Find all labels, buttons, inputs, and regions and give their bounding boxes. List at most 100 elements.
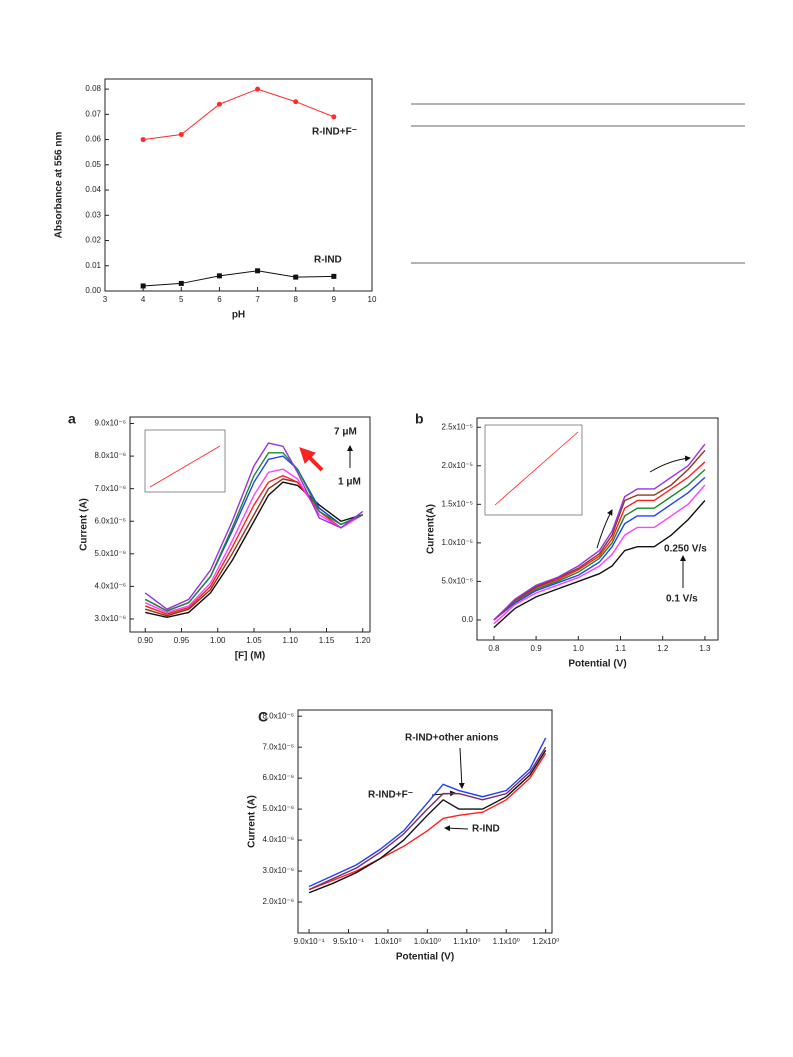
y-tick-label: 1.0x10⁻⁵ — [441, 538, 473, 547]
inset-fit — [149, 445, 221, 488]
chart: 3 4 5 6 7 8 9 10 0.00 0.01 0.02 0.03 0.04 0.05 0.06 0.0… — [54, 78, 377, 321]
series-line — [308, 737, 547, 888]
y-axis-label: Absorbance at 556 nm — [54, 132, 65, 239]
point — [255, 268, 261, 274]
series-line — [144, 442, 364, 611]
x-tick-label: 1.1x10⁰ — [453, 937, 480, 946]
series-line — [308, 749, 547, 894]
annotation: 0.1 V/s — [666, 594, 698, 605]
point — [178, 132, 184, 138]
y-tick-label: 0.08 — [85, 84, 101, 93]
plot-frame — [104, 78, 373, 292]
y-tick-label: 0.02 — [85, 236, 101, 245]
y-tick-label: 0.07 — [85, 109, 101, 118]
x-axis-label: Potential (V) — [396, 952, 454, 963]
x-tick-label: 1.2x10⁰ — [532, 937, 559, 946]
x-tick-label: 1.0x10⁰ — [374, 937, 401, 946]
y-tick-label: 0.00 — [85, 286, 101, 295]
x-tick-label: 9 — [332, 295, 337, 304]
x-tick-label: 10 — [368, 295, 377, 304]
point — [331, 273, 337, 279]
x-tick-label: 4 — [141, 295, 146, 304]
point — [216, 273, 222, 279]
x-tick-label: 0.8 — [488, 644, 500, 653]
series-line — [145, 481, 363, 619]
point — [216, 101, 222, 107]
y-tick-label: 2.0x10⁻⁶ — [262, 897, 294, 906]
x-tick-label: 8 — [293, 295, 298, 304]
series-line — [144, 468, 364, 614]
chart: 9.0x10⁻¹ 9.5x10⁻¹ 1.0x10⁰ 1.0x10⁰ 1.1x10⁰ 1.1… — [247, 709, 560, 963]
annotation: 1 μM — [338, 477, 361, 488]
y-tick-label: 0.03 — [85, 210, 101, 219]
series-label: R-IND — [314, 255, 342, 266]
y-tick-label: 4.0x10⁻⁶ — [262, 835, 294, 844]
series-line — [493, 500, 706, 629]
plot-frame — [297, 709, 553, 934]
inset-fit — [494, 431, 579, 506]
y-tick-label: 4.0x10⁻⁶ — [94, 582, 126, 591]
x-tick-label: 1.20 — [355, 636, 371, 645]
panel-label: b — [415, 411, 424, 427]
point — [255, 86, 261, 92]
empty-table — [411, 103, 745, 264]
chart: 0.90 0.95 1.00 1.05 1.10 1.15 1.20 3.0x10⁻⁶ 4.0x… — [68, 411, 371, 662]
x-tick-label: 1.15 — [319, 636, 335, 645]
point — [293, 99, 299, 105]
x-tick-label: 1.3 — [699, 644, 711, 653]
panel-label: a — [68, 411, 76, 427]
y-tick-label: 5.0x10⁻⁶ — [441, 577, 473, 586]
point — [178, 280, 184, 286]
annotation: R-IND+F⁻ — [368, 790, 413, 801]
inset-b — [484, 424, 583, 516]
x-tick-label: 1.00 — [210, 636, 226, 645]
series-line — [493, 449, 706, 621]
y-tick-label: 0.06 — [85, 135, 101, 144]
point — [331, 114, 337, 120]
x-tick-label: 0.90 — [137, 636, 153, 645]
y-tick-label: 0.04 — [85, 185, 101, 194]
point — [293, 274, 299, 280]
y-tick-label: 5.0x10⁻⁶ — [94, 549, 126, 558]
x-tick-label: 1.0 — [573, 644, 585, 653]
arrow — [596, 509, 613, 549]
y-tick-label: 5.0x10⁻⁶ — [262, 804, 294, 813]
x-tick-label: 0.9 — [531, 644, 543, 653]
x-tick-label: 5 — [179, 295, 184, 304]
y-tick-label: 8.0x10⁻⁶ — [94, 451, 126, 460]
x-tick-label: 1.1x10⁰ — [493, 937, 520, 946]
y-axis-label: Current (A) — [79, 498, 90, 551]
series-line — [493, 469, 706, 621]
y-tick-label: 0.0 — [462, 615, 474, 624]
panel-label: C — [258, 709, 268, 725]
x-tick-label: 6 — [217, 295, 222, 304]
annotation: R-IND+other anions — [405, 733, 499, 744]
plot-frame — [129, 416, 371, 633]
x-tick-label: 7 — [255, 295, 260, 304]
arrow — [458, 747, 465, 789]
y-axis-label: Current (A) — [247, 795, 258, 848]
annotation: 0.250 V/s — [664, 544, 707, 555]
inset-a — [144, 429, 226, 493]
y-tick-label: 0.01 — [85, 261, 101, 270]
x-axis-label: Potential (V) — [568, 659, 626, 670]
y-tick-label: 8.0x10⁻⁶ — [262, 711, 294, 720]
series-line — [493, 484, 706, 625]
point — [140, 137, 146, 143]
point — [140, 283, 146, 289]
y-tick-label: 6.0x10⁻⁶ — [262, 773, 294, 782]
x-axis-label: [F] (M) — [235, 651, 266, 662]
y-tick-label: 7.0x10⁻⁶ — [94, 484, 126, 493]
y-tick-label: 6.0x10⁻⁶ — [94, 516, 126, 525]
x-tick-label: 9.5x10⁻¹ — [333, 937, 364, 946]
series-line — [308, 746, 547, 891]
y-tick-label: 3.0x10⁻⁶ — [262, 866, 294, 875]
y-tick-label: 7.0x10⁻⁶ — [262, 742, 294, 751]
x-axis-label: pH — [232, 310, 245, 321]
y-tick-label: 1.5x10⁻⁵ — [441, 499, 473, 508]
x-tick-label: 1.2 — [657, 644, 669, 653]
plot-frame — [476, 417, 719, 641]
chart: 0.8 0.9 1.0 1.1 1.2 1.3 0.0 5.0x10⁻⁶ 1.0x10⁻⁵ 1.5… — [415, 411, 719, 670]
